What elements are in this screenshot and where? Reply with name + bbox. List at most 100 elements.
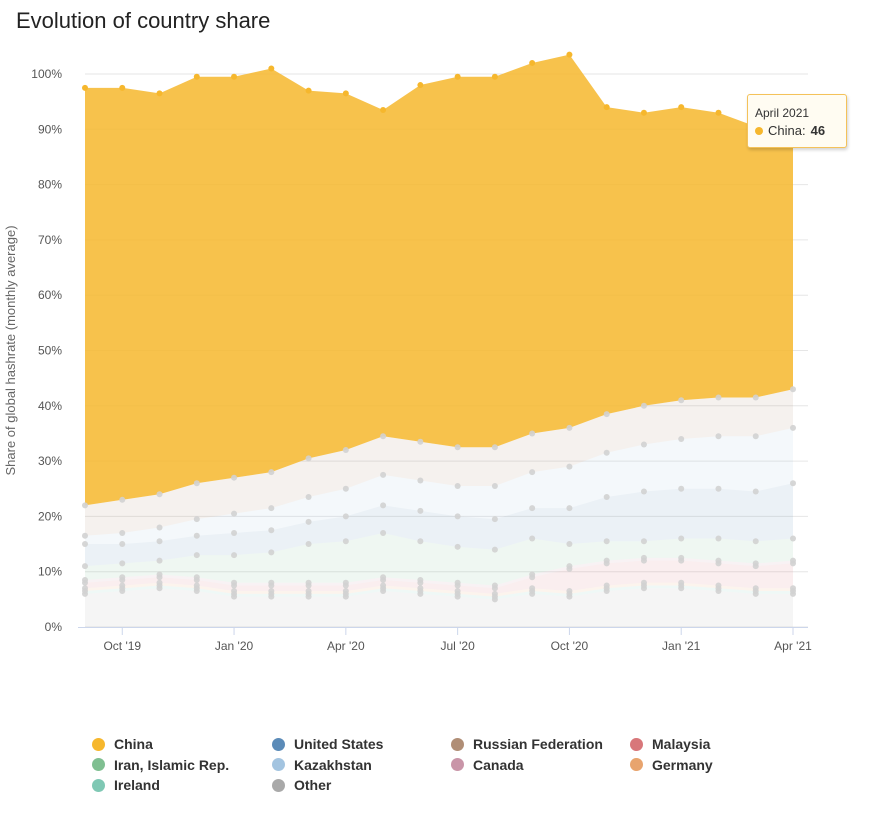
point-china[interactable] [342,90,349,97]
point-kazakhstan[interactable] [305,494,312,501]
point-germany[interactable] [417,585,424,592]
area-malaysia[interactable] [85,560,793,594]
point-kazakhstan[interactable] [678,435,685,442]
legend-item-china[interactable]: China [92,736,153,752]
point-china[interactable] [566,51,573,58]
point-kazakhstan[interactable] [454,482,461,489]
point-iran-islamic-rep-[interactable] [454,543,461,550]
point-russian-federation[interactable] [268,469,275,476]
point-iran-islamic-rep-[interactable] [603,538,610,545]
point-canada[interactable] [491,582,498,589]
point-united-states[interactable] [529,505,536,512]
point-germany[interactable] [603,582,610,589]
point-china[interactable] [82,84,88,91]
point-kazakhstan[interactable] [193,516,200,523]
point-germany[interactable] [790,585,796,592]
point-canada[interactable] [454,579,461,586]
point-russian-federation[interactable] [566,424,573,431]
legend-item-canada[interactable]: Canada [451,757,524,773]
point-kazakhstan[interactable] [603,449,610,456]
point-united-states[interactable] [268,527,275,534]
point-iran-islamic-rep-[interactable] [566,541,573,548]
point-united-states[interactable] [640,488,647,495]
area-united-states[interactable] [85,483,793,567]
point-kazakhstan[interactable] [566,463,573,470]
point-russian-federation[interactable] [529,430,536,437]
point-kazakhstan[interactable] [752,433,759,440]
point-canada[interactable] [231,579,238,586]
point-russian-federation[interactable] [82,502,88,509]
point-china[interactable] [380,106,387,113]
point-china[interactable] [193,73,200,80]
point-china[interactable] [231,73,238,80]
point-united-states[interactable] [231,529,238,536]
point-russian-federation[interactable] [305,455,312,462]
point-canada[interactable] [790,557,796,564]
area-kazakhstan[interactable] [85,427,793,545]
point-germany[interactable] [231,588,238,595]
point-china[interactable] [417,82,424,89]
point-iran-islamic-rep-[interactable] [231,552,238,559]
point-russian-federation[interactable] [752,394,759,401]
point-germany[interactable] [491,590,498,597]
point-iran-islamic-rep-[interactable] [268,549,275,556]
point-russian-federation[interactable] [119,496,126,503]
point-russian-federation[interactable] [678,397,685,404]
point-canada[interactable] [566,563,573,570]
point-germany[interactable] [156,579,163,586]
point-germany[interactable] [529,585,536,592]
point-united-states[interactable] [193,532,200,539]
point-russian-federation[interactable] [417,438,424,445]
point-russian-federation[interactable] [454,444,461,451]
point-china[interactable] [119,84,126,91]
point-kazakhstan[interactable] [268,505,275,512]
point-united-states[interactable] [715,485,722,492]
point-united-states[interactable] [491,516,498,523]
point-canada[interactable] [603,557,610,564]
point-united-states[interactable] [119,541,126,548]
point-united-states[interactable] [752,488,759,495]
point-russian-federation[interactable] [491,444,498,451]
point-canada[interactable] [305,579,312,586]
point-russian-federation[interactable] [156,491,163,498]
point-kazakhstan[interactable] [156,524,163,531]
point-germany[interactable] [678,579,685,586]
legend-item-kazakhstan[interactable]: Kazakhstan [272,757,372,773]
point-iran-islamic-rep-[interactable] [790,535,796,542]
point-canada[interactable] [640,554,647,561]
point-china[interactable] [454,73,461,80]
point-germany[interactable] [752,585,759,592]
point-iran-islamic-rep-[interactable] [193,552,200,559]
point-canada[interactable] [678,554,685,561]
point-canada[interactable] [715,557,722,564]
legend-item-ireland[interactable]: Ireland [92,777,160,793]
legend-item-malaysia[interactable]: Malaysia [630,736,710,752]
point-iran-islamic-rep-[interactable] [491,546,498,553]
legend-item-iran-islamic-rep[interactable]: Iran, Islamic Rep. [92,757,229,773]
point-china[interactable] [529,59,536,66]
point-germany[interactable] [454,588,461,595]
point-russian-federation[interactable] [380,433,387,440]
point-china[interactable] [156,90,163,97]
point-iran-islamic-rep-[interactable] [305,541,312,548]
point-canada[interactable] [380,574,387,581]
point-iran-islamic-rep-[interactable] [342,538,349,545]
point-kazakhstan[interactable] [342,485,349,492]
point-germany[interactable] [380,582,387,589]
point-kazakhstan[interactable] [417,477,424,484]
point-germany[interactable] [715,582,722,589]
point-russian-federation[interactable] [640,402,647,409]
area-china[interactable] [85,54,793,506]
point-united-states[interactable] [790,480,796,487]
point-canada[interactable] [529,571,536,578]
legend-item-other[interactable]: Other [272,777,331,793]
point-iran-islamic-rep-[interactable] [640,538,647,545]
point-united-states[interactable] [82,541,88,548]
point-china[interactable] [678,104,685,111]
point-united-states[interactable] [417,507,424,514]
point-united-states[interactable] [380,502,387,509]
area-ireland[interactable] [85,585,793,600]
point-united-states[interactable] [342,513,349,520]
point-iran-islamic-rep-[interactable] [678,535,685,542]
point-germany[interactable] [268,588,275,595]
